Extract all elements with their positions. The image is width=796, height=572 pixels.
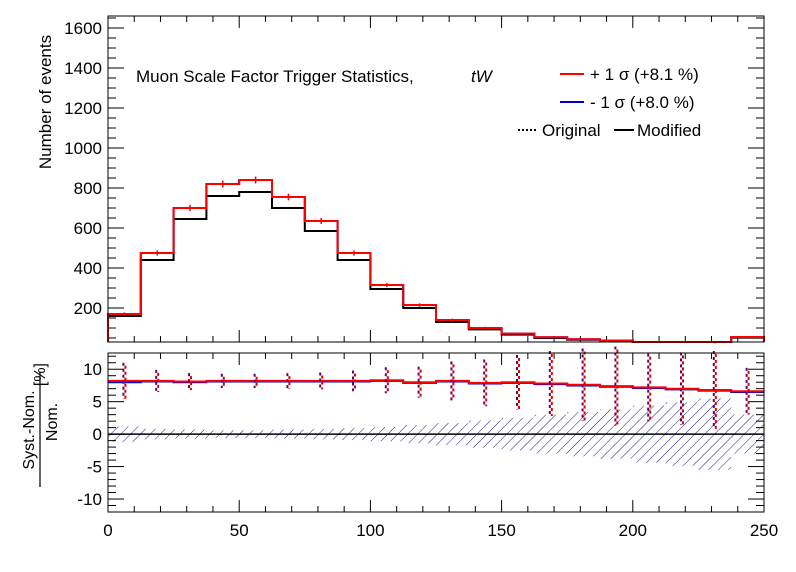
lower-y-tick-label: -5 bbox=[87, 458, 102, 477]
lower-y-label-unit: [%] bbox=[32, 363, 49, 386]
upper-y-tick-labels: 200 400 600 800 1000 1200 1400 1600 bbox=[64, 19, 102, 318]
x-tick-label: 100 bbox=[356, 521, 384, 540]
upper-panel: 200 400 600 800 1000 1200 1400 1600 Number of e… bbox=[36, 15, 765, 344]
lower-y-tick-labels: -10 -5 0 5 10 bbox=[77, 360, 102, 509]
lower-y-label-numerator: Syst.-Nom. bbox=[21, 390, 38, 469]
x-tick-label: 50 bbox=[230, 521, 249, 540]
lower-y-tick-label: -10 bbox=[77, 490, 102, 509]
upper-y-tick-label: 1200 bbox=[64, 99, 102, 118]
upper-y-tick-label: 1400 bbox=[64, 59, 102, 78]
lower-series bbox=[108, 346, 764, 435]
upper-y-tick-label: 1600 bbox=[64, 19, 102, 38]
chart-annotation: Muon Scale Factor Trigger Statistics, bbox=[136, 67, 414, 86]
lower-plot-frame bbox=[107, 352, 765, 513]
ratio-up bbox=[108, 379, 764, 393]
lower-y-label-denominator: Nom. bbox=[44, 403, 61, 441]
upper-y-tick-label: 600 bbox=[74, 219, 102, 238]
legend: + 1 σ (+8.1 %) - 1 σ (+8.0 %) Original M… bbox=[518, 65, 701, 140]
upper-y-axis-label: Number of events bbox=[36, 35, 55, 169]
chart-annotation-process: tW bbox=[471, 67, 494, 86]
lower-y-tick-label: 0 bbox=[93, 425, 102, 444]
lower-y-axis-label: Syst.-Nom. Nom. [%] bbox=[21, 363, 61, 487]
lower-panel: -10 -5 0 5 10 0 50 100 150 200 250 Syst.-Nom. Nom… bbox=[21, 346, 778, 540]
upper-ticks bbox=[107, 16, 765, 342]
upper-y-tick-label: 200 bbox=[74, 299, 102, 318]
x-tick-label: 150 bbox=[487, 521, 515, 540]
upper-y-tick-label: 1000 bbox=[64, 139, 102, 158]
upper-y-tick-label: 800 bbox=[74, 179, 102, 198]
upper-series bbox=[107, 176, 765, 344]
lower-y-tick-label: 10 bbox=[83, 360, 102, 379]
x-tick-labels: 0 50 100 150 200 250 bbox=[103, 521, 778, 540]
x-tick-label: 200 bbox=[619, 521, 647, 540]
legend-label-up: + 1 σ (+8.1 %) bbox=[590, 65, 699, 84]
upper-plot-frame bbox=[107, 15, 765, 343]
lower-y-tick-label: 5 bbox=[93, 393, 102, 412]
x-tick-label: 0 bbox=[103, 521, 112, 540]
legend-label-down: - 1 σ (+8.0 %) bbox=[590, 93, 695, 112]
x-tick-label: 250 bbox=[750, 521, 778, 540]
legend-label-modified: Modified bbox=[637, 121, 701, 140]
legend-label-original: Original bbox=[542, 121, 601, 140]
upper-y-tick-label: 400 bbox=[74, 259, 102, 278]
histogram-up bbox=[107, 179, 765, 343]
